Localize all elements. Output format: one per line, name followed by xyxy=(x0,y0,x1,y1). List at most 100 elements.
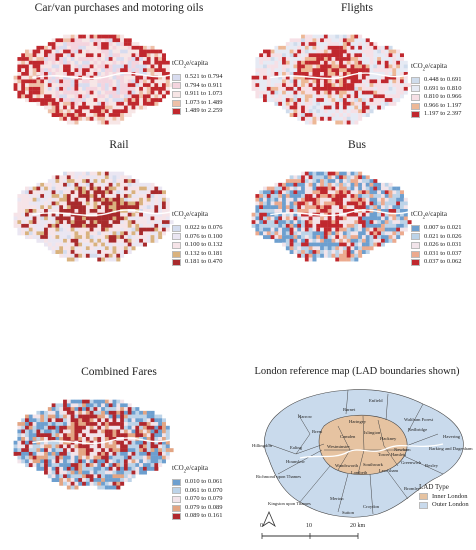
map-area xyxy=(101,105,106,110)
map-area xyxy=(135,79,140,84)
map-area xyxy=(263,190,268,195)
map-area xyxy=(51,223,56,228)
map-area xyxy=(331,242,336,247)
map-area xyxy=(278,45,283,50)
map-area xyxy=(399,212,404,217)
map-area xyxy=(312,42,317,47)
map-area xyxy=(323,49,328,54)
map-area xyxy=(316,231,321,236)
map-area xyxy=(278,79,283,84)
map-area xyxy=(301,235,306,240)
map-area xyxy=(32,72,37,76)
map-area xyxy=(350,212,355,217)
map-area xyxy=(304,190,309,195)
map-area xyxy=(161,90,166,95)
map-area xyxy=(131,83,136,88)
map-area xyxy=(93,79,98,84)
map-area xyxy=(78,49,83,54)
map-area xyxy=(365,79,370,84)
map-area xyxy=(251,83,256,88)
legend-flights: tCO2e/capita 0.448 to 0.691 0.691 to 0.81… xyxy=(411,62,462,119)
map-area xyxy=(123,238,128,243)
map-area xyxy=(66,440,71,445)
map-area xyxy=(293,45,298,50)
map-area xyxy=(358,109,363,114)
map-area xyxy=(266,86,271,91)
map-area xyxy=(116,410,121,415)
map-area xyxy=(78,429,83,434)
map-area xyxy=(104,448,109,453)
map-area xyxy=(293,209,298,213)
map-area xyxy=(47,42,52,47)
borough-label: Newham xyxy=(394,447,411,452)
map-area xyxy=(63,45,68,50)
map-area xyxy=(282,194,287,198)
map-area xyxy=(146,212,151,217)
map-area xyxy=(135,425,140,430)
map-area xyxy=(40,223,45,228)
map-area xyxy=(293,190,298,195)
map-area xyxy=(323,116,328,121)
map-area xyxy=(358,75,363,80)
map-area xyxy=(63,455,68,460)
map-area xyxy=(59,410,64,415)
map-area xyxy=(108,75,113,80)
map-area xyxy=(158,212,163,217)
map-area xyxy=(108,64,113,69)
map-area xyxy=(135,182,140,187)
map-area xyxy=(165,64,170,69)
map-area xyxy=(342,253,347,258)
legend-title: LAD Type xyxy=(419,483,449,491)
map-area xyxy=(78,399,83,404)
map-area xyxy=(104,109,109,114)
map-area xyxy=(21,68,26,73)
map-area xyxy=(93,246,98,251)
map-area xyxy=(112,403,117,408)
map-area xyxy=(403,205,408,210)
map-area xyxy=(263,235,268,240)
map-area xyxy=(403,60,408,65)
map-area xyxy=(32,197,37,202)
legend-swatch xyxy=(172,108,181,116)
map-area xyxy=(63,38,68,43)
map-area xyxy=(384,190,389,195)
map-area xyxy=(259,60,264,65)
map-area xyxy=(40,98,45,103)
map-area xyxy=(85,466,90,471)
map-area xyxy=(123,235,128,240)
map-area xyxy=(70,429,75,434)
map-area xyxy=(297,72,302,76)
map-area xyxy=(263,79,268,84)
legend-item: 0.089 to 0.161 xyxy=(172,512,223,521)
thames-river xyxy=(270,209,411,217)
map-area xyxy=(51,57,56,61)
map-area xyxy=(97,399,102,404)
map-area xyxy=(51,42,56,47)
map-area xyxy=(32,90,37,95)
map-area xyxy=(51,414,56,419)
map-area xyxy=(304,197,309,202)
map-area xyxy=(285,98,290,103)
map-area xyxy=(274,212,279,217)
map-area xyxy=(116,231,121,236)
map-area xyxy=(297,90,302,95)
map-area xyxy=(66,94,71,99)
map-area xyxy=(293,205,298,210)
map-area xyxy=(365,227,370,232)
map-area xyxy=(101,113,106,117)
map-area xyxy=(377,231,382,236)
map-area xyxy=(146,429,151,434)
map-area xyxy=(85,209,90,213)
map-area xyxy=(304,182,309,187)
thames-river xyxy=(32,437,173,445)
map-area xyxy=(44,238,49,243)
map-area xyxy=(380,94,385,99)
map-area xyxy=(278,220,283,225)
map-area xyxy=(289,113,294,117)
map-area xyxy=(392,64,397,69)
map-area xyxy=(150,451,155,456)
map-area xyxy=(327,231,332,236)
map-area xyxy=(154,223,159,228)
map-area xyxy=(358,212,363,217)
map-area xyxy=(104,463,109,468)
